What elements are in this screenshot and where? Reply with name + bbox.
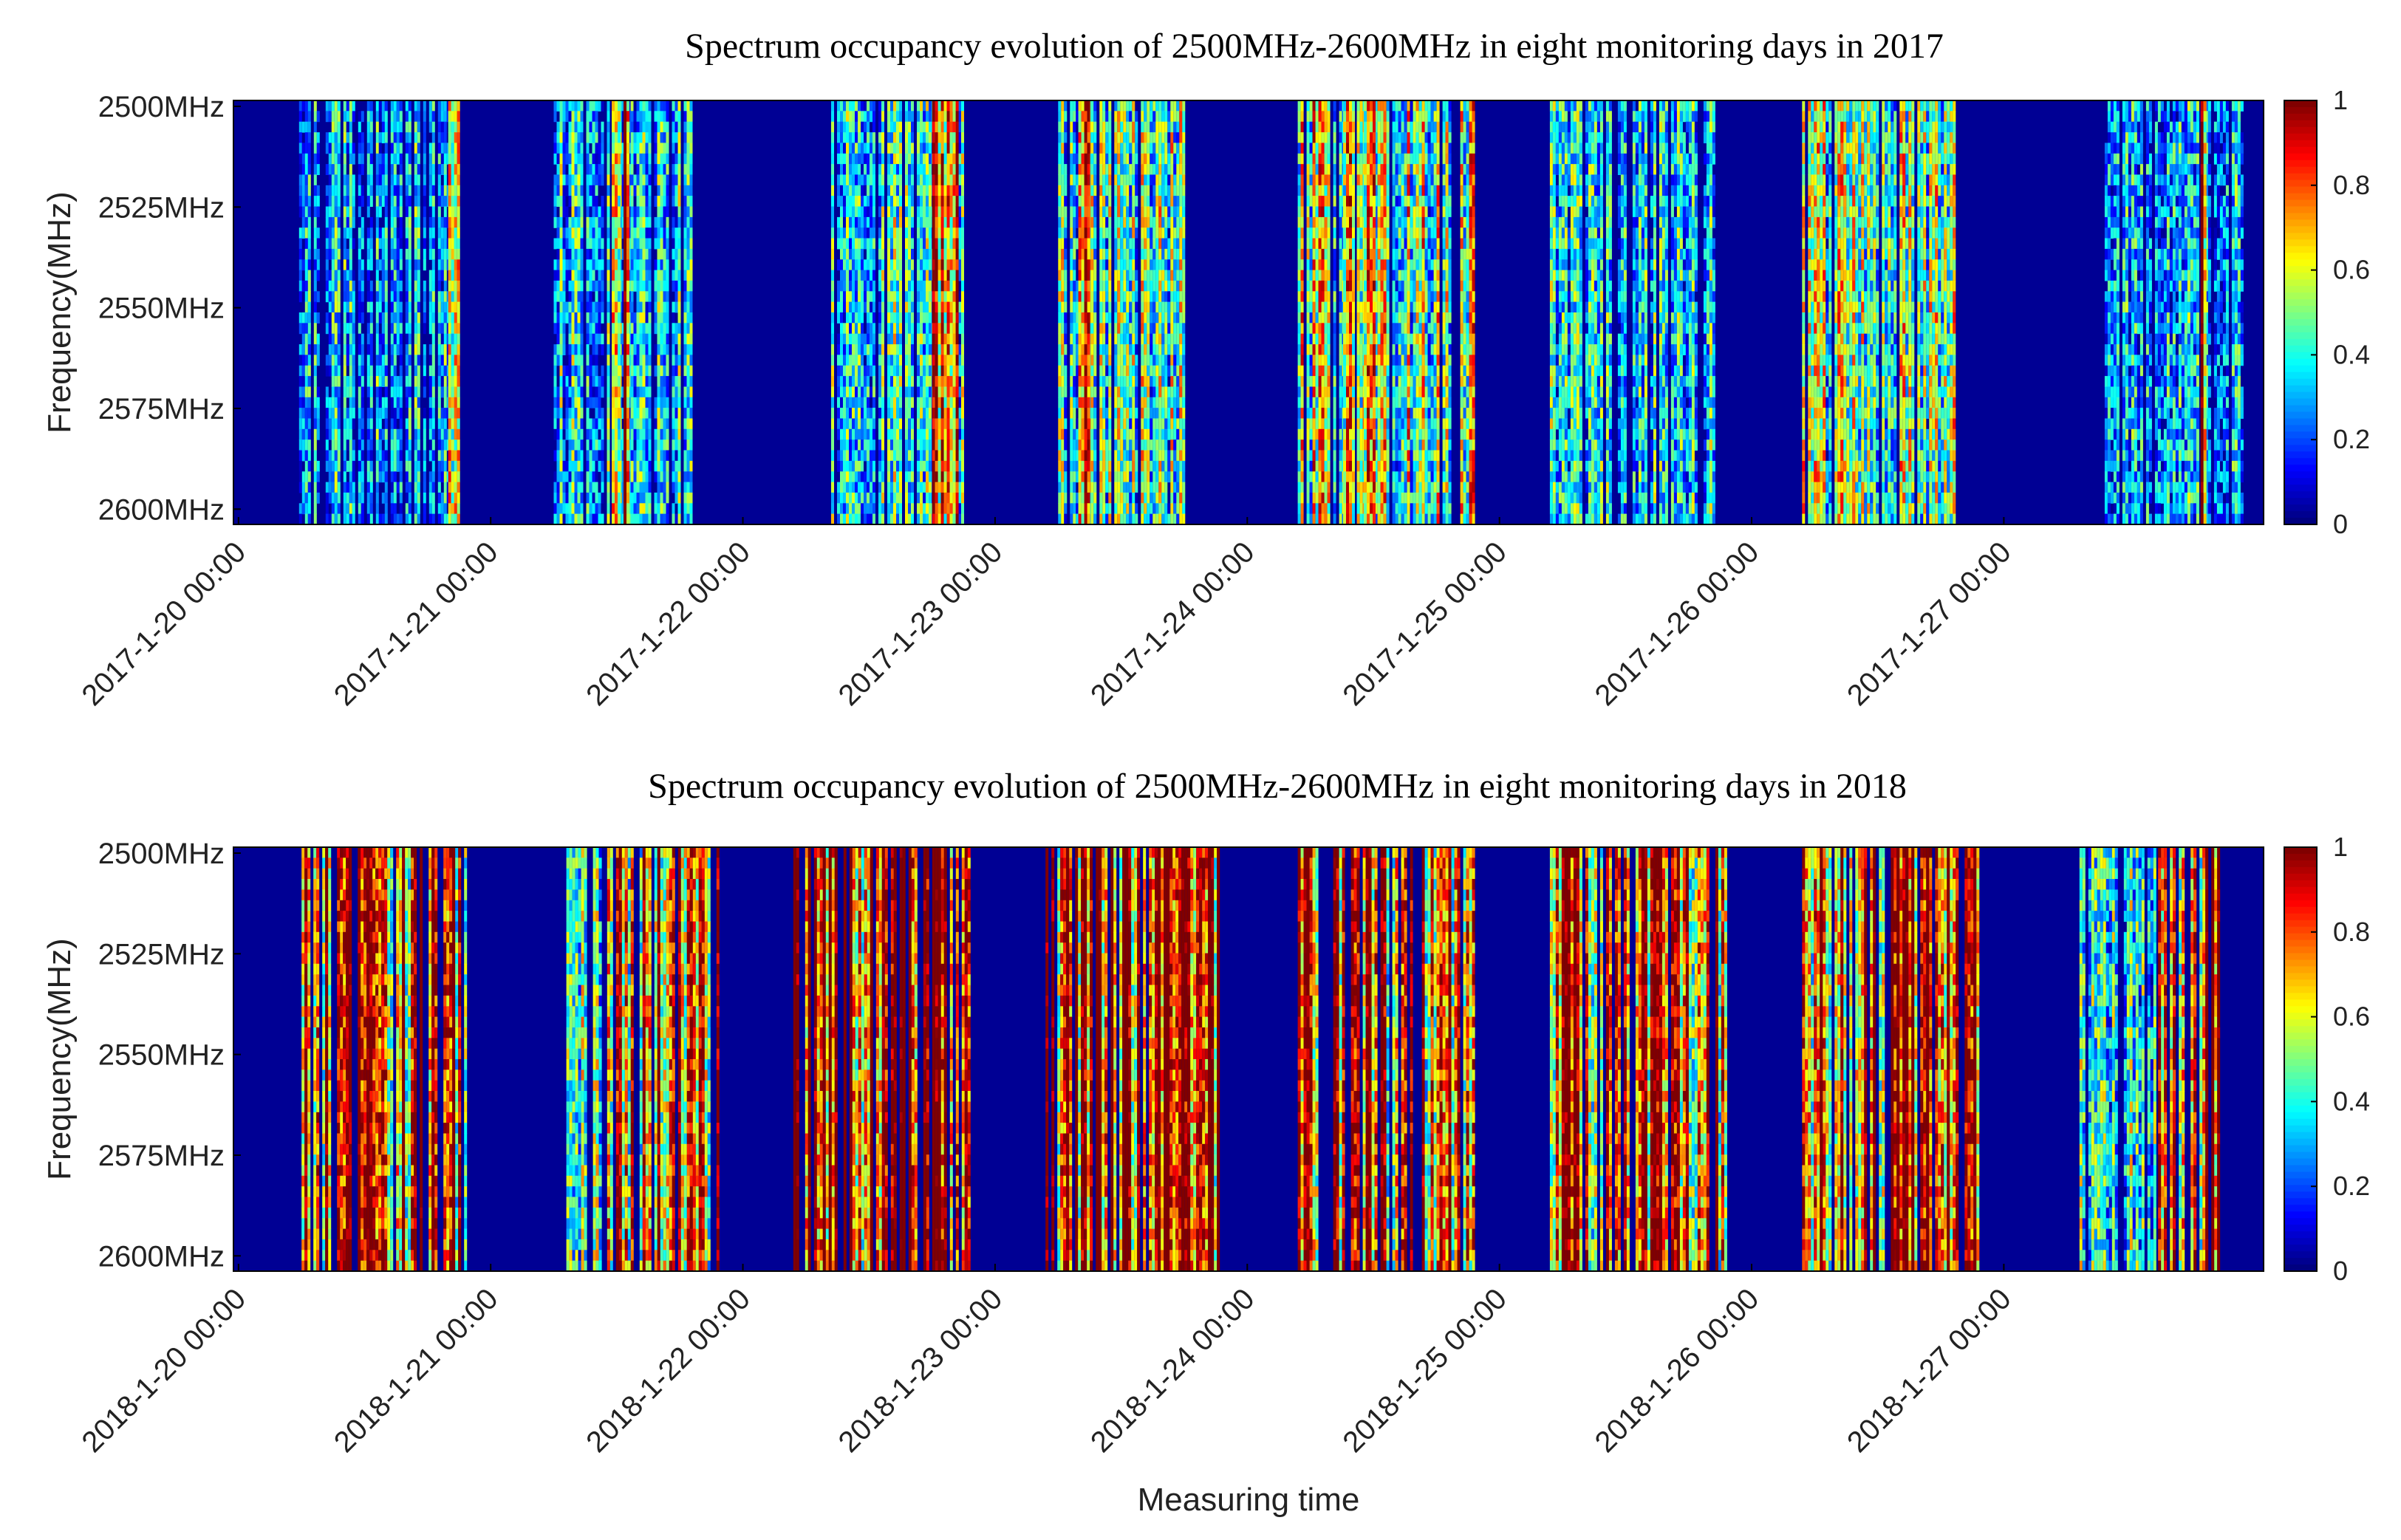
colorbar-tick-label: 0.8 xyxy=(2333,170,2370,200)
x-tick-label: 2018-1-20 00:00 xyxy=(75,1282,252,1459)
occupancy-band xyxy=(448,100,460,525)
x-tick-label: 2018-1-26 00:00 xyxy=(1589,1282,1766,1459)
chart-title-2017: Spectrum occupancy evolution of 2500MHz-… xyxy=(685,27,1944,66)
occupancy-band xyxy=(612,100,629,525)
y-ticks-2017: 2500MHz 2525MHz 2550MHz 2575MHz 2600MHz xyxy=(98,91,241,526)
occupancy-band xyxy=(1078,100,1090,525)
colorbar-tick-label: 0.4 xyxy=(2333,1086,2370,1116)
colorbar-2017: 0 0.2 0.4 0.6 0.8 1 xyxy=(2284,85,2370,539)
colorbar-tick-label: 0.6 xyxy=(2333,1002,2370,1032)
x-tick-label: 2017-1-24 00:00 xyxy=(1085,535,1261,712)
colorbar-tick-label: 0 xyxy=(2333,509,2348,539)
chart-2017: Spectrum occupancy evolution of 2500MHz-… xyxy=(41,27,2370,712)
occupancy-band xyxy=(2104,100,2244,525)
plot-frame-2018 xyxy=(233,846,2264,1272)
y-tick-label: 2550MHz xyxy=(98,292,225,325)
occupancy-band xyxy=(298,100,456,525)
occupancy-band xyxy=(793,847,971,1272)
x-tick-label: 2018-1-22 00:00 xyxy=(580,1282,756,1459)
colorbar-tick-label: 1 xyxy=(2333,85,2348,115)
occupancy-band xyxy=(607,847,720,1272)
occupancy-band xyxy=(1297,847,1475,1272)
x-tick-label: 2017-1-26 00:00 xyxy=(1589,535,1766,712)
y-tick-label: 2500MHz xyxy=(98,91,225,123)
x-tick-label: 2017-1-21 00:00 xyxy=(328,535,505,712)
x-tick-label: 2017-1-22 00:00 xyxy=(580,535,756,712)
y-tick-label: 2600MHz xyxy=(98,493,225,526)
colorbar-tick-label: 0.4 xyxy=(2333,339,2370,369)
x-tick-label: 2018-1-24 00:00 xyxy=(1085,1282,1261,1459)
occupancy-band xyxy=(1058,100,1186,525)
occupancy-band xyxy=(1045,847,1220,1272)
plot-frame-2017 xyxy=(233,100,2264,525)
occupancy-band xyxy=(2158,847,2221,1272)
y-tick-label: 2600MHz xyxy=(98,1240,225,1273)
colorbar-tick-label: 0.8 xyxy=(2333,917,2370,947)
y-ticks-2018: 2500MHz 2525MHz 2550MHz 2575MHz 2600MHz xyxy=(98,838,241,1273)
x-tick-label: 2018-1-21 00:00 xyxy=(328,1282,505,1459)
y-tick-label: 2500MHz xyxy=(98,838,225,870)
x-ticks-2017: 2017-1-20 00:00 2017-1-21 00:00 2017-1-22 … xyxy=(75,517,2018,712)
x-tick-label: 2018-1-27 00:00 xyxy=(1841,1282,2018,1459)
y-axis-label-2018: Frequency(MHz) xyxy=(41,938,78,1180)
colorbar-tick-label: 0.6 xyxy=(2333,255,2370,285)
heatmap-2017 xyxy=(233,100,2264,525)
heatmap-background xyxy=(233,847,2264,1271)
occupancy-band xyxy=(1297,100,1475,525)
heatmap-background xyxy=(233,100,2264,524)
x-tick-label: 2017-1-27 00:00 xyxy=(1841,535,2018,712)
chart-title-2018: Spectrum occupancy evolution of 2500MHz-… xyxy=(648,767,1907,806)
occupancy-band xyxy=(1549,847,1727,1272)
x-tick-label: 2018-1-23 00:00 xyxy=(833,1282,1009,1459)
colorbar-tick-label: 0 xyxy=(2333,1256,2348,1286)
occupancy-band xyxy=(1343,100,1376,525)
x-axis-label: Measuring time xyxy=(1138,1482,1360,1518)
colorbar-2018: 0 0.2 0.4 0.6 0.8 1 xyxy=(2284,832,2370,1286)
occupancy-band xyxy=(1802,100,1956,525)
colorbar-tick-label: 0.2 xyxy=(2333,1171,2370,1201)
occupancy-band xyxy=(932,100,959,525)
x-ticks-2018: 2018-1-20 00:00 2018-1-21 00:00 2018-1-22 … xyxy=(75,1264,2018,1459)
y-tick-label: 2575MHz xyxy=(98,393,225,425)
y-axis-label-2017: Frequency(MHz) xyxy=(41,191,78,434)
occupancy-band xyxy=(301,847,468,1272)
y-tick-label: 2550MHz xyxy=(98,1039,225,1072)
occupancy-band xyxy=(2079,847,2156,1272)
x-tick-label: 2017-1-20 00:00 xyxy=(75,535,252,712)
occupancy-band xyxy=(1802,847,1980,1272)
x-tick-label: 2017-1-23 00:00 xyxy=(833,535,1009,712)
y-tick-label: 2525MHz xyxy=(98,938,225,971)
occupancy-band xyxy=(566,847,602,1272)
colorbar-tick-label: 0.2 xyxy=(2333,424,2370,454)
chart-2018: Spectrum occupancy evolution of 2500MHz-… xyxy=(41,767,2370,1459)
heatmap-2018 xyxy=(233,847,2264,1272)
colorbar-tick-label: 1 xyxy=(2333,832,2348,862)
occupancy-band xyxy=(2200,100,2207,525)
occupancy-band xyxy=(1549,100,1715,525)
x-tick-label: 2017-1-25 00:00 xyxy=(1336,535,1513,712)
y-tick-label: 2525MHz xyxy=(98,191,225,224)
y-tick-label: 2575MHz xyxy=(98,1140,225,1172)
x-tick-label: 2018-1-25 00:00 xyxy=(1336,1282,1513,1459)
